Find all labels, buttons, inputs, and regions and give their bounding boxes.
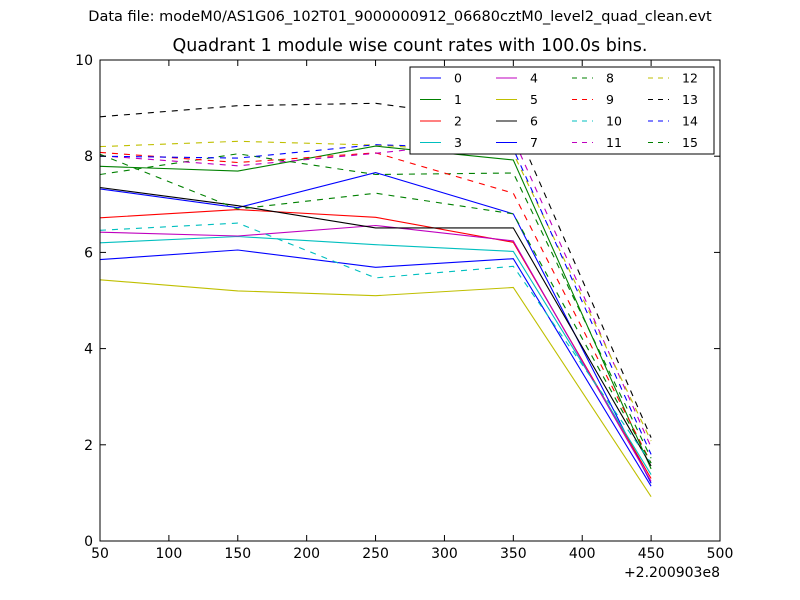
x-tick-label: 100 [156, 546, 183, 562]
y-tick-label: 6 [84, 245, 93, 261]
series-line-14 [99, 144, 652, 455]
plot-frame [99, 59, 721, 542]
x-tick-label: 250 [362, 546, 389, 562]
legend-label-12: 12 [682, 71, 698, 86]
legend-label-9: 9 [606, 92, 614, 107]
x-tick-label: 50 [91, 546, 109, 562]
legend-label-10: 10 [606, 114, 622, 129]
y-tick-label: 4 [84, 342, 93, 358]
figure-suptitle: Data file: modeM0/AS1G06_102T01_90000009… [88, 9, 712, 25]
legend-label-11: 11 [606, 135, 622, 150]
x-tick-label: 300 [431, 546, 458, 562]
x-tick-label: 500 [707, 546, 734, 562]
series-line-9 [99, 151, 652, 464]
legend-label-3: 3 [454, 135, 462, 150]
series-line-11 [99, 137, 652, 448]
y-tick-label: 0 [84, 534, 93, 550]
series-line-7 [99, 249, 652, 487]
legend-label-6: 6 [530, 114, 538, 129]
legend-label-8: 8 [606, 71, 614, 86]
legend-label-2: 2 [454, 114, 462, 129]
x-tick-label: 200 [293, 546, 320, 562]
legend-label-1: 1 [454, 92, 462, 107]
series-line-6 [99, 186, 652, 467]
chart-title: Quadrant 1 module wise count rates with … [172, 36, 648, 56]
legend-label-0: 0 [454, 71, 462, 86]
series-line-13 [99, 102, 652, 438]
legend-label-5: 5 [530, 92, 538, 107]
x-tick-label: 350 [500, 546, 527, 562]
legend-label-13: 13 [682, 92, 698, 107]
x-axis-offset-label: +2.200903e8 [624, 565, 720, 581]
legend-label-14: 14 [682, 114, 698, 129]
series-line-5 [99, 279, 652, 498]
series-line-15 [99, 153, 652, 464]
series-line-3 [99, 235, 652, 475]
legend-label-15: 15 [682, 135, 698, 150]
series-layer [99, 102, 652, 498]
legend-label-7: 7 [530, 135, 538, 150]
series-line-2 [99, 209, 652, 479]
y-tick-label: 2 [84, 438, 93, 454]
x-tick-label: 450 [638, 546, 665, 562]
y-tick-label: 8 [84, 149, 93, 165]
legend-label-4: 4 [530, 71, 538, 86]
series-line-4 [99, 224, 652, 482]
y-tick-label: 10 [75, 53, 93, 69]
series-line-10 [99, 222, 652, 464]
series-line-0 [99, 172, 652, 484]
legend-box [409, 66, 715, 155]
x-tick-label: 400 [569, 546, 596, 562]
series-line-12 [99, 140, 652, 442]
x-tick-label: 150 [224, 546, 251, 562]
series-line-1 [99, 145, 652, 470]
series-line-8 [99, 153, 652, 459]
